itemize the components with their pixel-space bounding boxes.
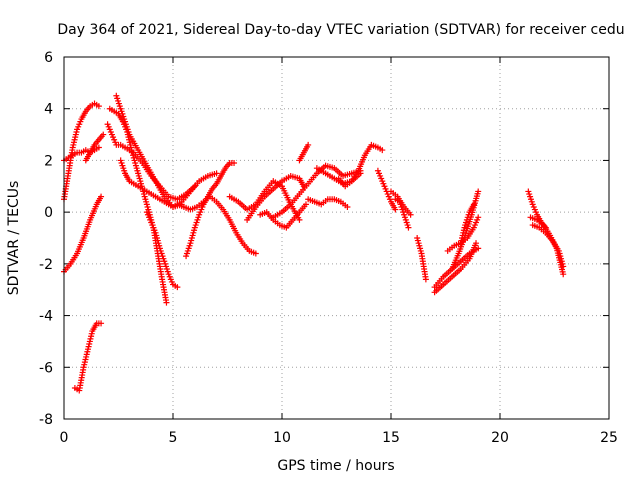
y-tick-label: 2	[44, 153, 53, 169]
data-point	[560, 271, 567, 278]
data-point	[100, 131, 107, 138]
x-tick-label: 15	[382, 430, 400, 446]
data-point	[560, 263, 567, 270]
data-point	[174, 284, 181, 291]
y-tick-label: -8	[39, 412, 53, 428]
x-tick-label: 25	[600, 430, 618, 446]
x-tick-label: 10	[273, 430, 291, 446]
data-point	[95, 144, 102, 151]
data-point	[163, 299, 170, 306]
x-tick-label: 0	[60, 430, 69, 446]
data-point	[296, 216, 303, 223]
data-points	[61, 92, 567, 394]
y-tick-label: -4	[39, 309, 53, 325]
data-point	[344, 203, 351, 210]
data-point	[98, 320, 105, 327]
data-point	[379, 147, 386, 154]
chart-title: Day 364 of 2021, Sidereal Day-to-day VTE…	[57, 22, 624, 38]
data-point	[475, 214, 482, 221]
data-point	[475, 188, 482, 195]
x-tick-label: 5	[169, 430, 178, 446]
data-point	[231, 160, 238, 167]
y-tick-label: 4	[44, 102, 53, 118]
y-tick-label: -6	[39, 360, 53, 376]
y-tick-label: 6	[44, 50, 53, 66]
data-point	[305, 141, 312, 148]
data-point	[98, 193, 105, 200]
grid-lines	[64, 57, 609, 419]
data-point	[470, 201, 477, 208]
data-point	[392, 206, 399, 213]
data-point	[95, 103, 102, 110]
x-tick-label: 20	[491, 430, 509, 446]
x-tick-labels: 0 5 10 15 20 25	[60, 430, 618, 446]
data-point	[422, 276, 429, 283]
data-point	[213, 170, 220, 177]
data-point	[475, 245, 482, 252]
y-axis-label: SDTVAR / TECUs	[6, 181, 22, 296]
data-point	[252, 250, 259, 257]
data-point	[191, 183, 198, 190]
plot-frame	[63, 56, 610, 420]
data-point	[473, 240, 480, 247]
x-axis-label: GPS time / hours	[277, 458, 394, 474]
axis-ticks	[63, 56, 610, 420]
data-point	[302, 201, 309, 208]
y-tick-labels: -8 -6 -4 -2 0 2 4 6	[39, 50, 53, 428]
data-point	[407, 211, 414, 218]
y-tick-label: 0	[44, 205, 53, 221]
y-tick-label: -2	[39, 257, 53, 273]
data-point	[405, 224, 412, 231]
